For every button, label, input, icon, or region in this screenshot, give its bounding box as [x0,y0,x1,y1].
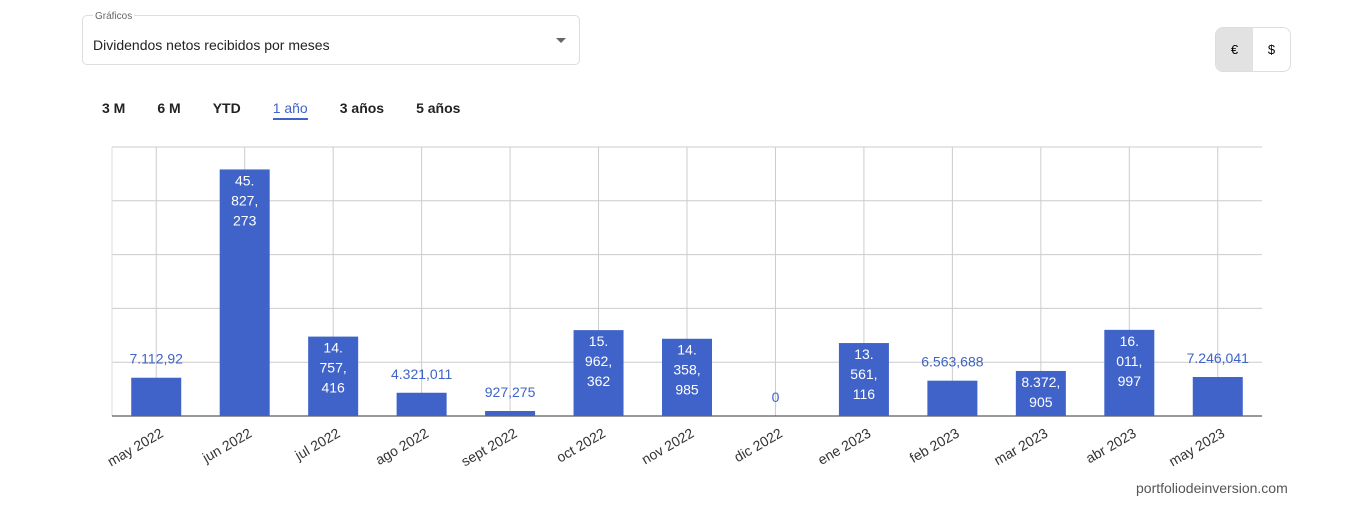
select-value: Dividendos netos recibidos por meses [93,37,330,53]
value-label-line: 757, [320,360,347,376]
bar [838,343,889,416]
value-label: 14. 358, 985 [673,342,700,398]
x-tick-label: feb 2023 [907,425,962,466]
x-tick-label: jun 2022 [199,425,255,466]
range-tab[interactable]: YTD [212,100,241,116]
value-label: 13. 561, 116 [850,346,877,402]
x-tick-label: ene 2023 [815,425,874,468]
value-label-line: 011, [1116,353,1142,369]
value-label-line: 905 [1029,394,1053,410]
range-tab[interactable]: 6 M [157,100,181,116]
value-label: 4.321,011 [391,366,452,382]
x-tick-label: nov 2022 [639,425,697,468]
value-label-line: 997 [1118,373,1142,389]
currency-button[interactable]: € [1216,28,1253,71]
bar [662,338,712,416]
value-label-line: 416 [321,380,345,396]
currency-button[interactable]: $ [1267,42,1276,57]
value-label-line: 14. [323,340,342,356]
value-label-line: 16. [1120,333,1139,349]
value-label-line: 116 [853,386,876,402]
range-tab[interactable]: 3 M [102,100,126,116]
bar [485,411,536,416]
value-label: 45. 827, 273 [231,172,258,228]
x-tick-label: oct 2022 [554,425,609,466]
value-label-line: 273 [233,212,257,228]
value-label-line: 962, [585,353,612,369]
value-label-line: 14. [677,342,696,358]
footer: portfoliodeinversion.com [1136,480,1288,496]
value-label-line: 362 [587,373,611,389]
value-label: 6.563,688 [921,354,983,370]
value-label-line: 45. [235,172,254,188]
value-label: 16. 011, 997 [1116,333,1142,389]
chart-select[interactable]: Gráficos Dividendos netos recibidos por … [82,11,580,65]
x-tick-label: jul 2022 [291,425,343,464]
range-tabs: 3 M 6 M YTD 1 año 3 años 5 años [102,100,492,120]
x-tick-label: may 2023 [1166,425,1227,470]
bar [1104,329,1155,416]
value-label: 7.112,92 [129,351,183,367]
currency-toggle: € $ [1215,27,1291,72]
value-label: 14. 757, 416 [320,340,347,396]
value-label: 927,275 [485,384,536,400]
x-tick-label: abr 2023 [1083,425,1139,467]
value-label-line: 985 [675,382,699,398]
value-label: 8.372, 905 [1021,374,1060,410]
value-label: 0 [772,389,780,405]
value-label-line: 358, [673,362,700,378]
dropdown-arrow [556,38,566,43]
x-tick-label: dic 2022 [731,425,785,465]
chart: may 2022 7.112,92 jun 2022 45. 827, 273 jul 20… [104,146,1262,470]
bar [1192,377,1243,416]
bar [219,169,270,416]
bar [396,392,447,416]
bar [1015,370,1066,416]
range-tab[interactable]: 3 años [339,100,385,116]
x-tick-label: ago 2022 [373,425,432,468]
bar [308,336,359,416]
value-label-line: 827, [231,192,258,208]
value-label-line: 13. [854,346,873,362]
bar [131,377,182,416]
range-tab[interactable]: 1 año [272,100,308,120]
bar [927,380,978,416]
range-tab[interactable]: 5 años [416,100,461,116]
value-label-line: 8.372, [1021,374,1060,390]
value-label-line: 15. [589,333,608,349]
value-label-line: 561, [850,366,877,382]
x-tick-label: may 2022 [104,425,165,470]
bar [573,330,624,416]
value-label: 7.246,041 [1187,350,1249,366]
x-tick-label: sept 2022 [458,425,519,470]
x-tick-label: mar 2023 [991,425,1050,469]
select-label: Gráficos [93,11,135,22]
value-label: 15. 962, 362 [585,333,612,389]
